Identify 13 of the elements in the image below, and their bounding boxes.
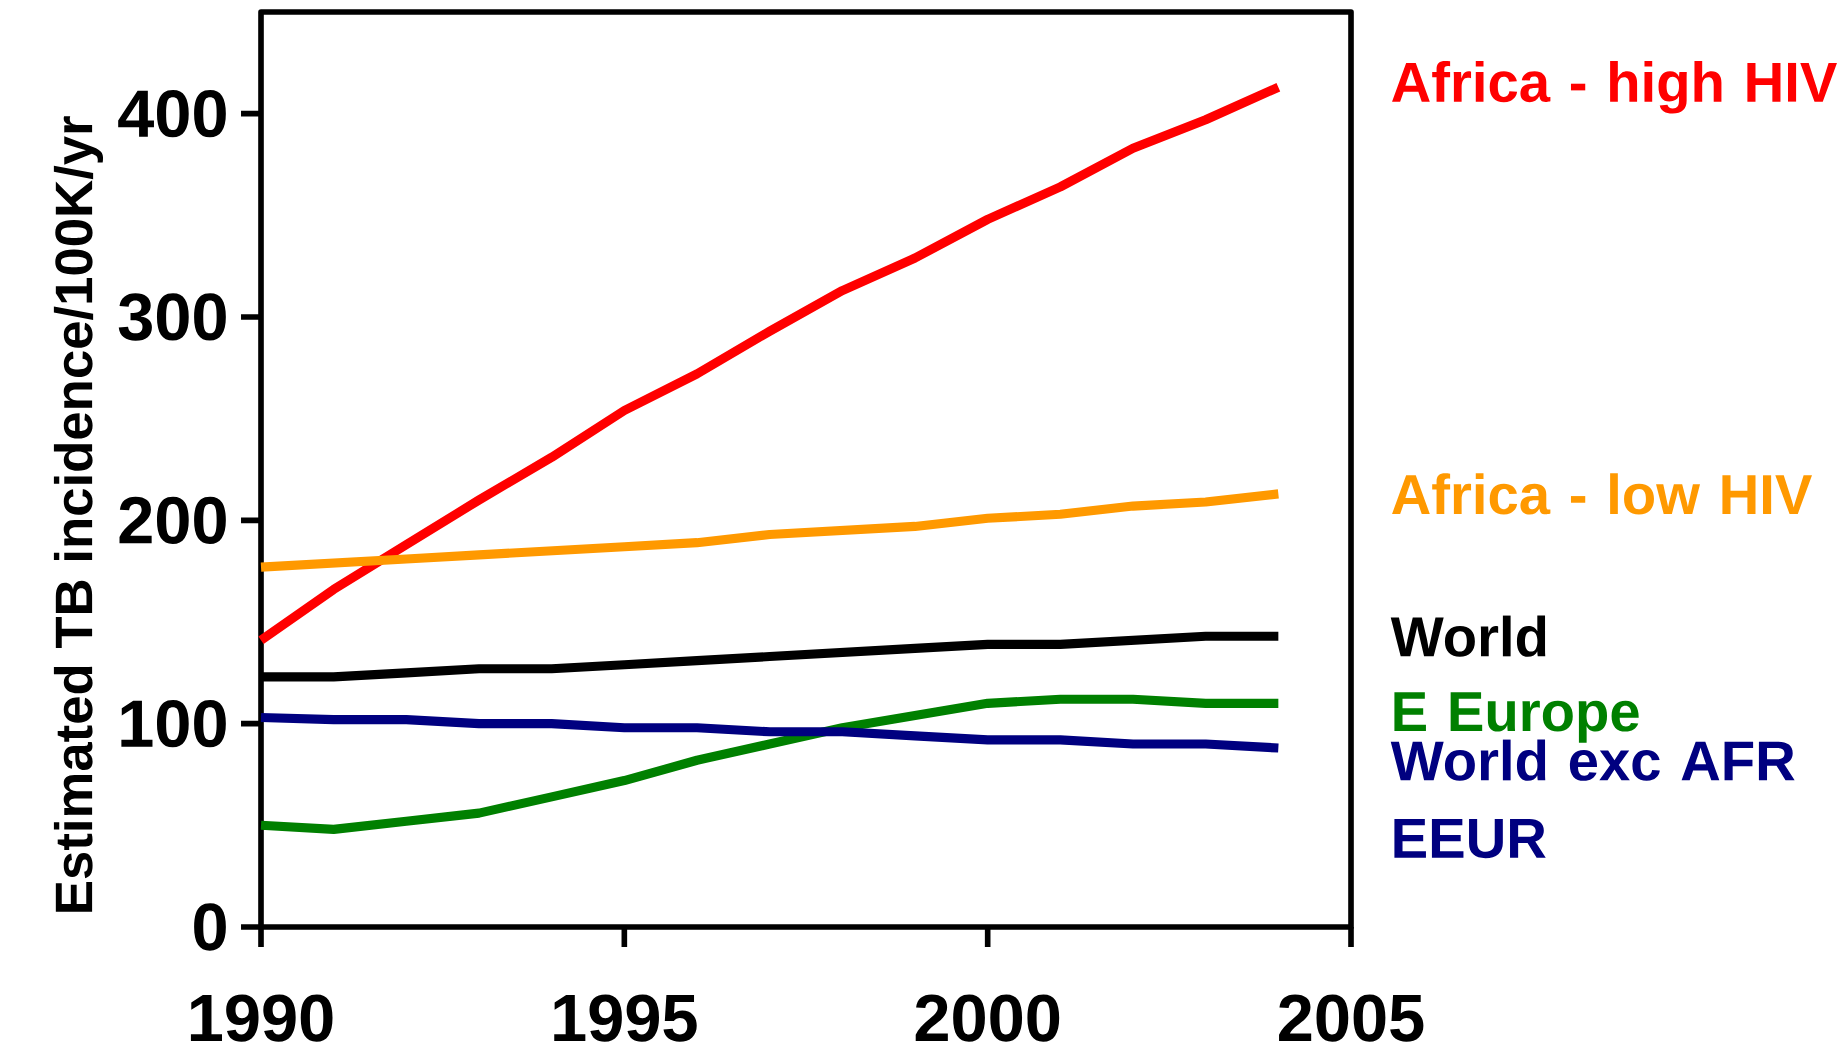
series-label: World [1390,615,1546,657]
y-tick-label: 100 [121,700,226,748]
x-tick-label: 2000 [915,994,1060,1042]
y-tick-label: 400 [118,90,226,138]
text: Africa - high HIV [1392,60,1837,114]
y-tick-label: 300 [118,293,226,341]
x-tick-label: 1990 [190,994,333,1042]
x-tick-label: 2005 [1279,994,1424,1042]
y-tick-label: 0 [194,903,226,951]
y-tick-label: 200 [119,496,226,544]
x-tick-label: 1995 [554,994,697,1042]
text: Africa - low HIV [1392,473,1812,515]
y-axis-title: Estimated TB incidence/100K/yr [53,116,104,912]
